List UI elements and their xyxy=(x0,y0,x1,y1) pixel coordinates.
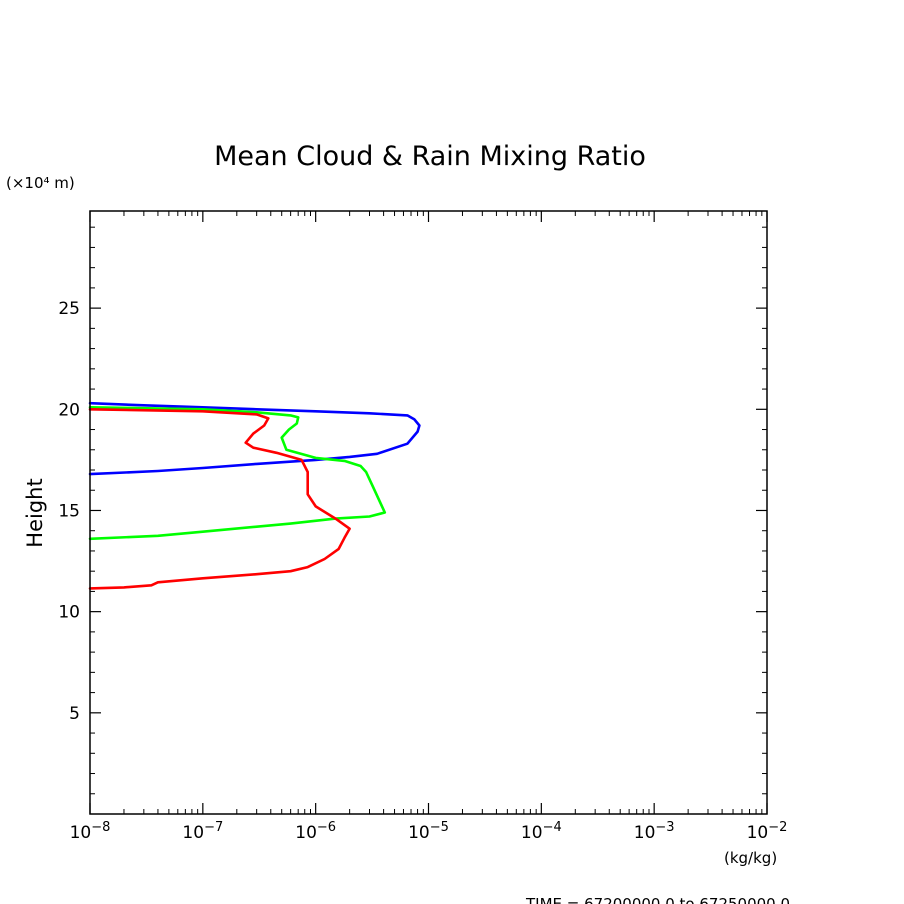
series-group xyxy=(88,401,421,590)
x-tick-label: 10−6 xyxy=(295,820,336,843)
y-tick-label: 10 xyxy=(58,603,80,623)
y-units-label: (×10⁴ m) xyxy=(6,174,75,192)
y-tick-label: 15 xyxy=(58,501,80,521)
axes-group: 10−8 10−7 10−6 10−5 10−4 10−3 10−2 5 10 15 20 25 xyxy=(58,211,787,843)
series-line-3 xyxy=(88,408,351,590)
y-tick-label: 5 xyxy=(69,704,80,724)
x-units-label: (kg/kg) xyxy=(724,849,777,867)
x-tick-label: 10−3 xyxy=(634,820,675,843)
time-footer: TIME = 67200000.0 to 67250000.0 xyxy=(525,895,790,904)
plot-frame xyxy=(89,210,768,815)
series-line-2 xyxy=(88,406,387,541)
y-axis-label: Height xyxy=(23,478,47,547)
x-tick-label: 10−7 xyxy=(182,820,223,843)
x-tick-label: 10−8 xyxy=(70,820,111,843)
x-tick-label: 10−4 xyxy=(521,820,562,843)
y-tick-label: 20 xyxy=(58,400,80,420)
chart-title: Mean Cloud & Rain Mixing Ratio xyxy=(214,141,646,172)
x-tick-label: 10−2 xyxy=(747,820,788,843)
x-tick-label: 10−5 xyxy=(408,820,449,843)
y-tick-label: 25 xyxy=(58,299,80,319)
series-line-1 xyxy=(88,401,421,476)
